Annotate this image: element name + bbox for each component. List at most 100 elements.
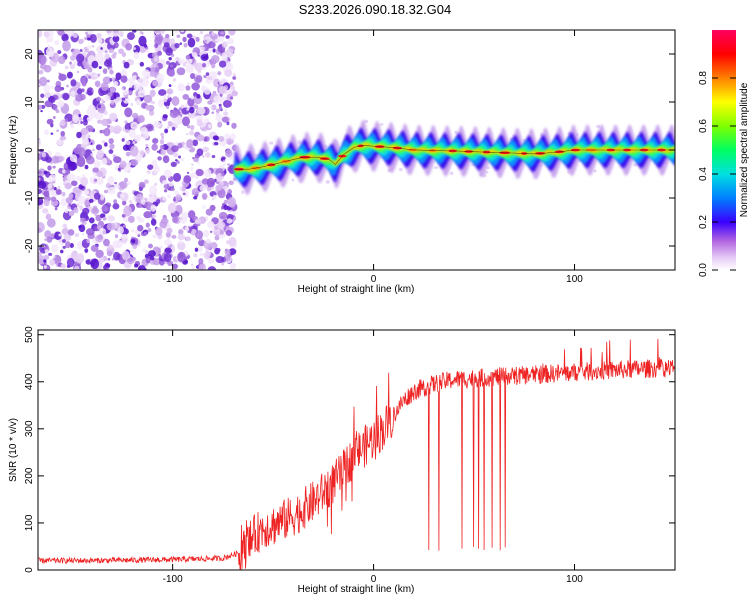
noise-speckle bbox=[72, 60, 78, 66]
noise-speckle bbox=[201, 46, 206, 51]
noise-speckle bbox=[138, 88, 146, 98]
noise-speckle bbox=[38, 228, 42, 233]
noise-speckle bbox=[166, 88, 174, 95]
noise-speckle bbox=[149, 256, 155, 261]
noise-speckle bbox=[92, 167, 99, 173]
spectrogram-x-tick-label: 0 bbox=[371, 274, 377, 285]
noise-speckle bbox=[107, 244, 114, 250]
noise-speckle bbox=[106, 250, 113, 257]
noise-speckle bbox=[229, 262, 236, 270]
noise-speckle bbox=[213, 78, 220, 88]
noise-speckle bbox=[182, 94, 190, 100]
noise-speckle bbox=[203, 75, 207, 79]
noise-speckle bbox=[97, 37, 103, 44]
ridge-speckle bbox=[484, 170, 489, 174]
noise-speckle bbox=[96, 33, 102, 39]
noise-speckle bbox=[225, 100, 233, 108]
noise-speckle bbox=[169, 110, 179, 118]
noise-speckle bbox=[128, 200, 133, 204]
noise-speckle bbox=[149, 185, 158, 196]
noise-speckle bbox=[183, 42, 188, 48]
noise-speckle bbox=[46, 218, 56, 228]
colorbar-tick-label: 0.6 bbox=[698, 119, 709, 133]
noise-speckle bbox=[165, 232, 171, 238]
snr-y-tick-label: 500 bbox=[24, 326, 35, 343]
noise-speckle bbox=[211, 111, 214, 114]
snr-y-tick-label: 0 bbox=[24, 567, 35, 573]
noise-speckle bbox=[133, 134, 142, 142]
noise-speckle bbox=[38, 170, 43, 175]
noise-speckle bbox=[145, 147, 151, 155]
noise-speckle bbox=[162, 196, 166, 201]
noise-speckle bbox=[178, 240, 183, 244]
noise-speckle bbox=[82, 207, 90, 215]
noise-speckle bbox=[138, 217, 145, 223]
noise-speckle bbox=[55, 109, 60, 114]
noise-speckle bbox=[152, 137, 159, 144]
noise-speckle bbox=[215, 255, 225, 264]
noise-speckle bbox=[66, 71, 73, 79]
noise-speckle bbox=[82, 137, 89, 146]
noise-speckle bbox=[98, 65, 102, 70]
noise-speckle bbox=[76, 70, 80, 74]
noise-speckle bbox=[49, 96, 56, 104]
noise-speckle bbox=[153, 30, 162, 35]
ridge-speckle bbox=[398, 167, 403, 172]
noise-speckle bbox=[224, 249, 231, 256]
noise-speckle bbox=[150, 218, 157, 226]
noise-speckle bbox=[186, 108, 190, 111]
noise-speckle bbox=[223, 162, 226, 166]
noise-speckle bbox=[64, 65, 69, 70]
noise-speckle bbox=[68, 192, 74, 199]
noise-speckle bbox=[125, 140, 131, 146]
noise-speckle bbox=[171, 96, 180, 106]
noise-speckle bbox=[59, 135, 67, 141]
noise-speckle bbox=[157, 50, 163, 56]
noise-speckle bbox=[90, 153, 93, 157]
noise-speckle bbox=[159, 245, 163, 250]
noise-speckle bbox=[80, 127, 89, 135]
noise-speckle bbox=[210, 241, 218, 249]
noise-speckle bbox=[43, 31, 50, 38]
noise-speckle bbox=[38, 188, 42, 195]
ridge-band bbox=[234, 139, 675, 175]
noise-speckle bbox=[193, 253, 198, 258]
noise-speckle bbox=[101, 157, 108, 165]
noise-speckle bbox=[194, 113, 199, 116]
snr-y-tick-label: 300 bbox=[24, 420, 35, 437]
noise-speckle bbox=[231, 90, 239, 97]
noise-speckle bbox=[44, 230, 52, 239]
noise-speckle bbox=[163, 98, 168, 103]
noise-speckle bbox=[194, 247, 199, 252]
noise-speckle bbox=[114, 181, 117, 185]
noise-speckle bbox=[109, 69, 114, 75]
snr-axes: -100 0 100 0 100 200 300 400 500 bbox=[24, 326, 675, 585]
noise-speckle bbox=[191, 266, 195, 270]
noise-speckle bbox=[226, 218, 233, 224]
noise-speckle bbox=[95, 144, 103, 151]
noise-speckle bbox=[121, 233, 128, 240]
noise-speckle bbox=[156, 73, 165, 83]
noise-speckle bbox=[223, 199, 229, 204]
noise-speckle bbox=[161, 135, 165, 140]
noise-speckle bbox=[88, 198, 94, 203]
noise-speckle bbox=[175, 56, 180, 62]
noise-speckle bbox=[38, 138, 42, 146]
noise-speckle bbox=[143, 231, 148, 236]
noise-speckle bbox=[180, 30, 185, 33]
noise-speckle bbox=[113, 42, 119, 49]
noise-speckle bbox=[130, 249, 133, 252]
noise-speckle bbox=[96, 149, 104, 159]
noise-speckle bbox=[40, 109, 43, 113]
noise-speckle bbox=[41, 247, 45, 251]
noise-speckle bbox=[93, 192, 101, 200]
noise-speckle bbox=[46, 118, 54, 125]
noise-speckle bbox=[50, 233, 55, 238]
noise-speckle bbox=[94, 80, 101, 88]
noise-speckle bbox=[70, 79, 77, 87]
noise-speckle bbox=[202, 155, 205, 158]
noise-speckle bbox=[109, 86, 116, 93]
noise-speckle bbox=[103, 238, 110, 247]
noise-speckle bbox=[123, 177, 129, 183]
noise-speckle bbox=[172, 263, 178, 270]
